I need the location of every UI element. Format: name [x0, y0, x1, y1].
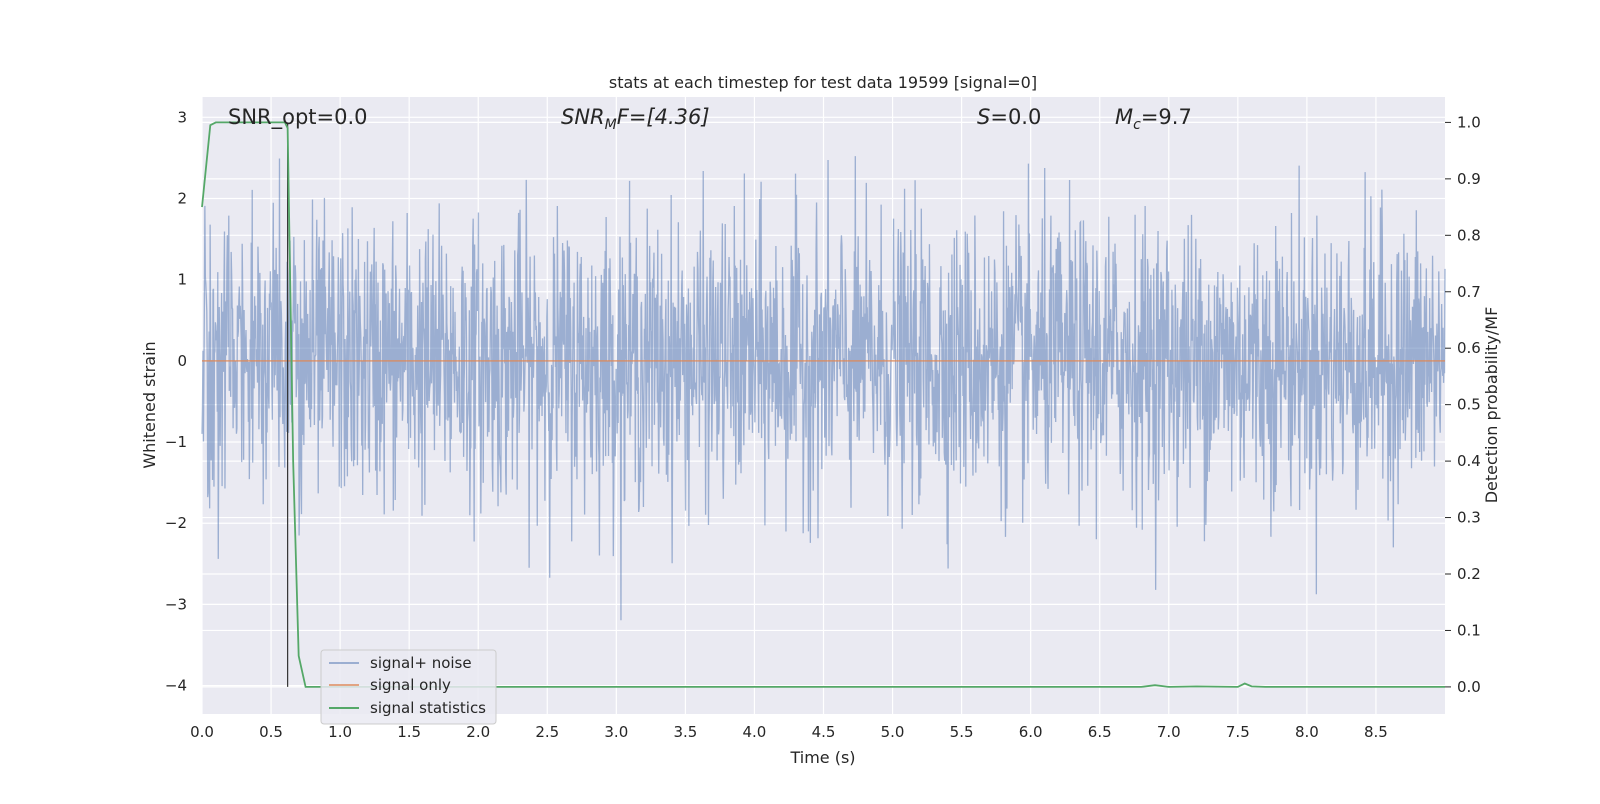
y-left-tick-label: −4: [165, 677, 187, 695]
y-right-tick-label: 0.0: [1457, 678, 1481, 696]
signal-noise-line: [201, 156, 1446, 621]
y-left-tick-label: 1: [177, 271, 187, 289]
y-left-tick-label: 0: [177, 352, 187, 370]
x-tick-label: 0.5: [259, 723, 283, 741]
x-tick-label: 1.5: [397, 723, 421, 741]
x-tick-label: 0.0: [190, 723, 214, 741]
legend-box: [320, 649, 497, 725]
x-tick-label: 8.5: [1364, 723, 1388, 741]
annotation-snr-opt: SNR_opt=0.0: [228, 105, 368, 130]
y-right-tick-label: 0.5: [1457, 396, 1481, 414]
y-right-tick-label: 0.7: [1457, 283, 1481, 301]
y-left-tick-label: −2: [165, 514, 187, 532]
x-tick-label: 5.0: [881, 723, 905, 741]
x-tick-label: 3.5: [673, 723, 697, 741]
y-left-tick-label: 3: [177, 108, 187, 126]
y-left-tick-label: −3: [165, 595, 187, 613]
x-tick-label: 5.5: [950, 723, 974, 741]
x-axis-label: Time (s): [789, 748, 855, 767]
x-tick-label: 6.0: [1019, 723, 1043, 741]
annotation-mc: Mc=9.7: [1115, 105, 1192, 133]
x-axis-ticks: 0.0 0.5 1.0 1.5 2.0 2.5 3.0 3.5 4.0 4.5 5.0 5.5 6.0 6…: [190, 723, 1388, 741]
y-right-tick-label: 0.8: [1457, 226, 1481, 244]
chart-title: stats at each timestep for test data 195…: [609, 73, 1037, 92]
annotation-snr-mf: SNRMF=[4.36]: [561, 105, 710, 133]
x-tick-label: 2.0: [466, 723, 490, 741]
x-tick-label: 2.5: [535, 723, 559, 741]
y-right-tick-label: 0.3: [1457, 509, 1481, 527]
y-right-tick-label: 0.4: [1457, 452, 1481, 470]
y-left-tick-label: −1: [165, 433, 187, 451]
y-right-axis-label: Detection probability/MF: [1482, 307, 1501, 504]
x-tick-label: 8.0: [1295, 723, 1319, 741]
y-right-tick-label: 0.9: [1457, 170, 1481, 188]
legend-label-signal-noise: signal+ noise: [370, 654, 472, 672]
y-right-axis-ticks: 1.0 0.9 0.8 0.7 0.6 0.5 0.4 0.3 0.2 0.1 0.0: [1445, 113, 1481, 696]
legend-label-signal-only: signal only: [370, 676, 451, 694]
x-tick-label: 7.0: [1157, 723, 1181, 741]
annotation-s: S=0.0: [977, 105, 1041, 129]
x-tick-label: 4.5: [812, 723, 836, 741]
x-tick-label: 1.0: [328, 723, 352, 741]
y-left-axis-ticks: 3 2 1 0 −1 −2 −3 −4: [165, 108, 187, 694]
x-tick-label: 6.5: [1088, 723, 1112, 741]
x-tick-label: 7.5: [1226, 723, 1250, 741]
y-right-tick-label: 0.6: [1457, 339, 1481, 357]
x-tick-label: 4.0: [743, 723, 767, 741]
y-left-axis-label: Whitened strain: [140, 341, 159, 468]
legend-label-signal-statistics: signal statistics: [370, 699, 486, 717]
y-right-tick-label: 0.2: [1457, 565, 1481, 583]
y-left-tick-label: 2: [177, 189, 187, 207]
signal-noise-series: [201, 156, 1446, 621]
y-right-tick-label: 0.1: [1457, 621, 1481, 639]
x-tick-label: 3.0: [604, 723, 628, 741]
legend: signal+ noise signal only signal statist…: [320, 649, 497, 725]
y-right-tick-label: 1.0: [1457, 113, 1481, 131]
